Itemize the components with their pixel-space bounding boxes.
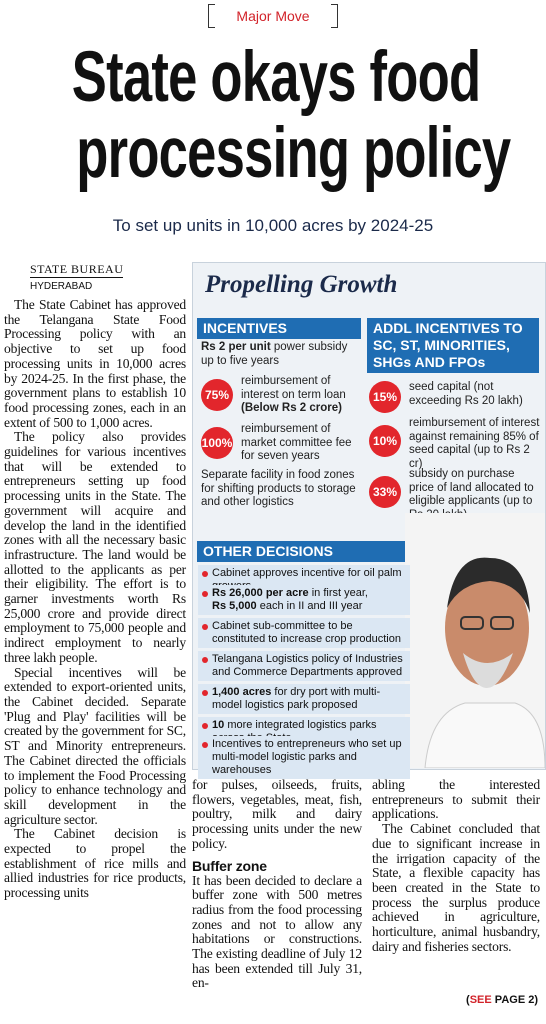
paragraph: It has been decided to declare a buffer … bbox=[192, 872, 362, 991]
badge: 100% bbox=[201, 427, 233, 459]
paragraph: for pulses, oilseeds, fruits, flowers, v… bbox=[192, 777, 362, 851]
section-heading: INCENTIVES bbox=[197, 318, 361, 339]
column: for pulses, oilseeds, fruits, flowers, v… bbox=[192, 777, 362, 991]
paragraph: abling the interested entrepreneurs to s… bbox=[372, 777, 540, 822]
section-heading: OTHER DECISIONS bbox=[197, 541, 405, 562]
paragraph: The policy also provides guidelines for … bbox=[4, 429, 186, 665]
bold-text: 1,400 acres bbox=[212, 686, 272, 698]
headline-line: State okays food bbox=[71, 38, 481, 117]
headline-line: processing policy bbox=[76, 114, 511, 193]
decision-item: 1,400 acres for dry port with multi-mode… bbox=[198, 684, 410, 714]
item-text: seed capital (not exceeding Rs 20 lakh) bbox=[409, 381, 523, 407]
bold-text: Rs 2 per unit bbox=[201, 341, 271, 353]
shirt bbox=[424, 702, 545, 768]
item-text: in first year, bbox=[311, 587, 368, 599]
bold-text: Rs 26,000 per acre bbox=[212, 587, 309, 599]
continuation: (SEE PAGE 2) bbox=[466, 994, 538, 1006]
decision-item: Incentives to entrepreneurs who set up m… bbox=[198, 736, 410, 779]
paragraph: Special incentives will be extended to e… bbox=[4, 664, 186, 827]
badge: 15% bbox=[369, 381, 401, 413]
bold-text: (Below Rs 2 crore) bbox=[241, 402, 342, 414]
bold-text: Rs 5,000 bbox=[212, 600, 257, 612]
paragraph: The Cabinet concluded that due to signif… bbox=[372, 821, 540, 954]
incentive-item: 10% reimbursement of interest against rem… bbox=[369, 417, 541, 471]
badge: 10% bbox=[369, 425, 401, 457]
item-text: reimbursement of interest on term loan bbox=[241, 375, 346, 401]
item-text: power subsidy up to five years bbox=[201, 341, 348, 367]
decision-item: Telangana Logistics policy of Industries… bbox=[198, 651, 410, 681]
byline: STATE BUREAU bbox=[30, 262, 124, 278]
incentive-item: 100% reimbursement of market committee fe… bbox=[201, 423, 361, 464]
subhead: Buffer zone bbox=[192, 857, 267, 874]
beard bbox=[463, 653, 513, 688]
badge: 75% bbox=[201, 379, 233, 411]
paragraph: The Cabinet decision is expected to prop… bbox=[4, 826, 186, 901]
see-label: SEE bbox=[469, 994, 492, 1006]
badge: 33% bbox=[369, 476, 401, 508]
headline: processing policy bbox=[0, 116, 546, 192]
dateline: HYDERABAD bbox=[30, 281, 93, 292]
decision-item: Cabinet sub-committee to be constituted … bbox=[198, 618, 410, 648]
photo bbox=[405, 513, 545, 768]
incentive-item: Rs 2 per unit power subsidy up to five y… bbox=[201, 341, 351, 368]
column: abling the interested entrepreneurs to s… bbox=[372, 777, 540, 954]
decision-item: Rs 26,000 per acre in first year, Rs 5,00… bbox=[198, 585, 410, 615]
glasses bbox=[460, 616, 484, 630]
hair bbox=[447, 557, 530, 613]
infographic-title: Propelling Growth bbox=[205, 271, 398, 298]
item-text: reimbursement of interest against remain… bbox=[409, 417, 540, 470]
bold-text: 10 bbox=[212, 719, 225, 731]
page-label: PAGE 2 bbox=[494, 994, 535, 1006]
item-text: reimbursement of market committee fee fo… bbox=[241, 423, 352, 462]
item-text: subsidy on purchase price of land alloca… bbox=[409, 468, 534, 521]
item-text: each in II and III year bbox=[259, 600, 363, 612]
incentive-item: 75% reimbursement of interest on term loa… bbox=[201, 375, 361, 416]
glasses bbox=[490, 616, 514, 630]
column: The State Cabinet has approved the Telan… bbox=[4, 297, 186, 901]
infographic: Propelling Growth INCENTIVES Rs 2 per un… bbox=[192, 262, 546, 779]
kicker: Major Move bbox=[208, 4, 338, 28]
paragraph: The State Cabinet has approved the Telan… bbox=[4, 297, 186, 430]
incentive-item: 33% subsidy on purchase price of land all… bbox=[369, 468, 541, 522]
headline: State okays food bbox=[0, 40, 546, 116]
incentive-item: 15% seed capital (not exceeding Rs 20 lak… bbox=[369, 381, 541, 413]
incentive-item: Separate facility in food zones for shif… bbox=[201, 469, 356, 508]
section-heading: ADDL INCENTIVES TO SC, ST, MINORITIES, S… bbox=[367, 318, 539, 373]
subheadline: To set up units in 10,000 acres by 2024-… bbox=[112, 216, 434, 235]
item-text: for dry port with multi-model logistics … bbox=[212, 686, 381, 711]
